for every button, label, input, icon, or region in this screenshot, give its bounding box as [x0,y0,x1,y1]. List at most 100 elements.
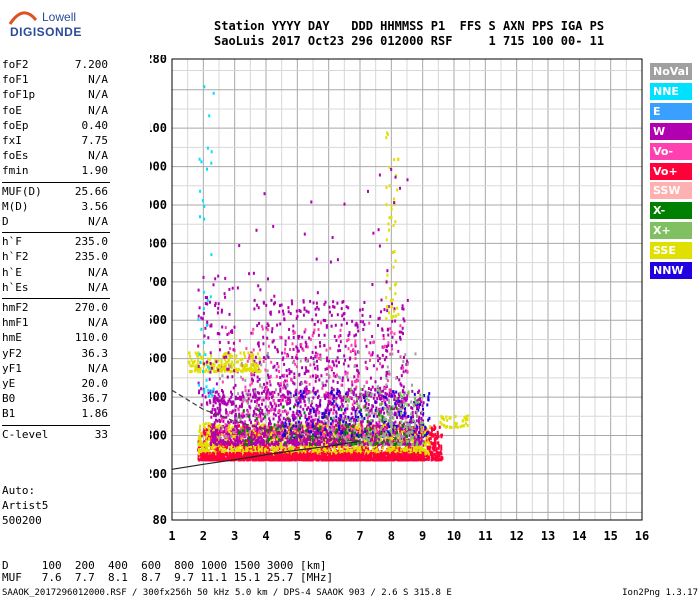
trace-point [231,449,234,453]
trace-point [216,438,219,442]
trace-point [320,458,323,462]
trace-point [365,453,368,457]
trace-point [417,439,420,443]
trace-point [405,398,408,402]
trace-point [413,439,416,443]
trace-point [277,443,280,446]
trace-point [266,449,269,452]
trace-point [372,458,375,462]
trace-point [436,432,439,436]
trace-point [420,446,423,449]
trace-point [295,445,298,449]
trace-point [255,457,258,461]
trace-point [254,452,257,456]
param-row-12: h`F2 235.0 [2,250,108,264]
trace-point [422,451,425,455]
trace-point [251,435,254,439]
trace-point [218,447,221,451]
trace-point [282,451,285,455]
trace-point [230,420,233,423]
trace-point [276,452,279,456]
trace-point [229,451,231,455]
trace-point [345,457,347,461]
trace-point [255,424,258,428]
trace-point [281,445,284,449]
trace-point [234,397,237,401]
trace-point [253,393,256,397]
trace-point [369,454,372,458]
trace-point [403,391,406,395]
trace-point [322,422,325,426]
trace-point [299,400,302,404]
trace-point [204,426,207,430]
trace-point [433,452,436,456]
trace-point [205,442,208,446]
trace-point [264,405,267,409]
param-row-8: MUF(D) 25.66 [2,185,108,199]
trace-point [220,444,223,448]
trace-point [286,425,289,429]
trace-point [294,429,297,432]
trace-point [218,395,221,399]
trace-point [417,417,420,421]
trace-point [268,433,271,436]
trace-point [239,444,242,448]
trace-point [216,448,219,452]
trace-point [315,409,318,413]
trace-point [395,457,398,461]
trace-point [219,408,222,412]
trace-point [365,458,368,462]
trace-point [335,426,338,430]
trace-point [209,443,212,446]
trace-point [302,430,305,434]
trace-point [401,427,404,431]
trace-point [224,457,227,461]
trace-point [266,408,268,412]
trace-point [202,455,205,459]
trace-point [207,424,210,428]
trace-point [315,448,318,452]
trace-point [354,426,357,430]
trace-point [202,424,205,428]
trace-point [363,446,365,450]
trace-point [239,454,242,458]
trace-point [367,452,370,456]
trace-point [206,457,209,460]
trace-point [387,455,390,459]
trace-point [419,425,422,429]
trace-point [267,449,270,453]
trace-point [230,402,233,406]
param-name: MUF(D) [2,184,42,198]
param-separator [2,181,110,183]
trace-point [307,438,310,442]
trace-point [232,426,235,430]
trace-point [245,425,248,429]
trace-point [436,436,439,440]
trace-point [390,449,393,453]
trace-point [218,452,221,456]
trace-point [223,443,226,446]
trace-point [382,446,385,450]
trace-point [198,429,201,433]
trace-point [380,449,383,453]
trace-point [378,423,381,427]
trace-point [291,442,294,446]
trace-point [262,446,265,450]
trace-point [238,456,241,460]
trace-point [233,442,236,446]
trace-point [242,439,245,443]
trace-point [293,414,296,418]
trace-point [222,438,225,442]
trace-point [207,438,210,442]
trace-point [228,447,231,451]
trace-point [210,438,213,442]
trace-point [225,410,228,414]
trace-point [232,435,235,438]
trace-point [354,449,356,453]
trace-point [222,419,225,423]
trace-point [404,449,407,453]
trace-point [244,434,247,438]
param-value: 110.0 [74,331,108,345]
trace-point [410,406,413,410]
trace-point [351,457,354,461]
